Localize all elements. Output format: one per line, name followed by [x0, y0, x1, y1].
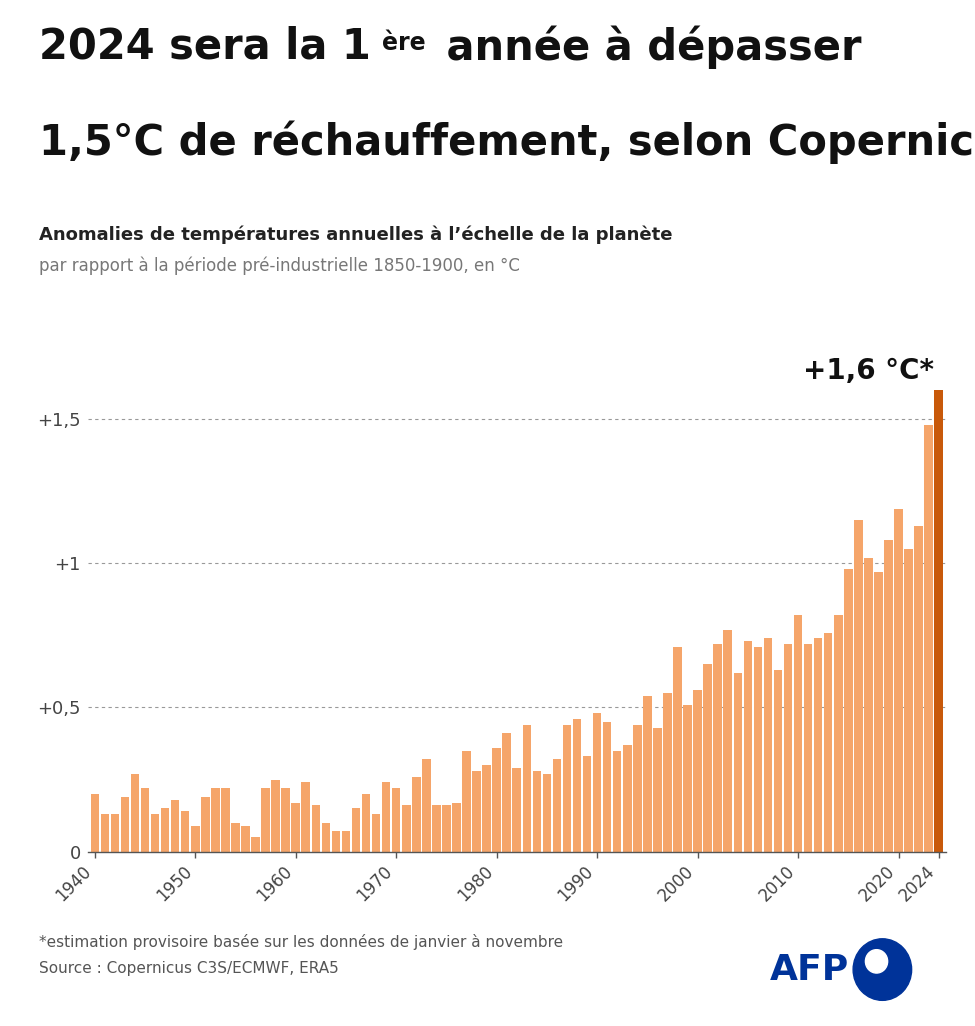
Bar [623, 745, 632, 852]
Bar [282, 788, 290, 852]
Bar [593, 713, 602, 852]
Text: ère: ère [382, 31, 426, 54]
Text: 1,5°C de réchauffement, selon Copernicus: 1,5°C de réchauffement, selon Copernicus [39, 120, 975, 163]
Text: *estimation provisoire basée sur les données de janvier à novembre: *estimation provisoire basée sur les don… [39, 934, 564, 950]
Bar [312, 805, 320, 852]
Bar [472, 771, 481, 852]
Bar [613, 751, 621, 852]
Bar [231, 823, 240, 852]
Bar [271, 780, 280, 852]
Bar [834, 616, 842, 852]
Bar [794, 616, 802, 852]
Bar [563, 724, 571, 852]
Bar [553, 759, 562, 852]
Bar [332, 831, 340, 852]
Bar [854, 520, 863, 852]
Bar [894, 509, 903, 852]
Bar [171, 799, 179, 852]
Bar [513, 768, 521, 852]
Bar [181, 812, 189, 852]
Bar [572, 719, 581, 852]
Bar [301, 783, 310, 852]
Bar [392, 788, 401, 852]
Bar [161, 808, 170, 852]
Text: année à dépasser: année à dépasser [432, 26, 862, 69]
Bar [422, 759, 431, 852]
Bar [412, 777, 420, 852]
Bar [292, 802, 300, 852]
Bar [532, 771, 541, 852]
Bar [824, 633, 833, 852]
Bar [603, 722, 611, 852]
Bar [110, 814, 119, 852]
Bar [663, 694, 672, 852]
Bar [934, 391, 943, 852]
Bar [703, 664, 712, 852]
Bar [252, 837, 259, 852]
Bar [763, 638, 772, 852]
Bar [884, 541, 893, 852]
Text: +1,6 °C*: +1,6 °C* [802, 357, 934, 385]
Bar [733, 673, 742, 852]
Bar [341, 831, 350, 852]
Bar [462, 751, 471, 852]
Bar [723, 630, 732, 852]
Bar [714, 644, 721, 852]
Bar [241, 826, 250, 852]
Bar [100, 814, 109, 852]
Text: par rapport à la période pré-industrielle 1850-1900, en °C: par rapport à la période pré-industriell… [39, 256, 520, 275]
Bar [543, 774, 551, 852]
Bar [653, 727, 662, 852]
Bar [502, 734, 511, 852]
Bar [442, 805, 450, 852]
Bar [644, 696, 651, 852]
Bar [924, 425, 933, 852]
Bar [523, 724, 531, 852]
Bar [121, 797, 130, 852]
Text: AFP: AFP [770, 953, 849, 987]
Bar [261, 788, 270, 852]
Bar [744, 641, 752, 852]
Bar [221, 788, 230, 852]
Bar [784, 644, 793, 852]
Text: Source : Copernicus C3S/ECMWF, ERA5: Source : Copernicus C3S/ECMWF, ERA5 [39, 961, 338, 977]
Bar [483, 765, 490, 852]
Bar [864, 557, 873, 852]
Bar [492, 748, 501, 852]
Bar [693, 690, 702, 852]
Text: Anomalies de températures annuelles à l’échelle de la planète: Anomalies de températures annuelles à l’… [39, 226, 673, 244]
Bar [673, 647, 682, 852]
Bar [915, 526, 923, 852]
Bar [151, 814, 159, 852]
Bar [583, 756, 592, 852]
Bar [803, 644, 812, 852]
Bar [774, 670, 782, 852]
Text: 2024 sera la 1: 2024 sera la 1 [39, 26, 370, 68]
Bar [211, 788, 219, 852]
Bar [814, 638, 823, 852]
Bar [402, 805, 410, 852]
Bar [432, 805, 441, 852]
Bar [683, 705, 692, 852]
Bar [352, 808, 361, 852]
Bar [201, 797, 210, 852]
Bar [191, 826, 200, 852]
Bar [131, 774, 139, 852]
Bar [844, 569, 852, 852]
Bar [91, 794, 99, 852]
Bar [875, 573, 882, 852]
Bar [754, 647, 762, 852]
Bar [140, 788, 149, 852]
Bar [382, 783, 390, 852]
Bar [904, 549, 913, 852]
Bar [452, 802, 461, 852]
Bar [362, 794, 371, 852]
Bar [371, 814, 380, 852]
Bar [322, 823, 331, 852]
Bar [633, 724, 642, 852]
